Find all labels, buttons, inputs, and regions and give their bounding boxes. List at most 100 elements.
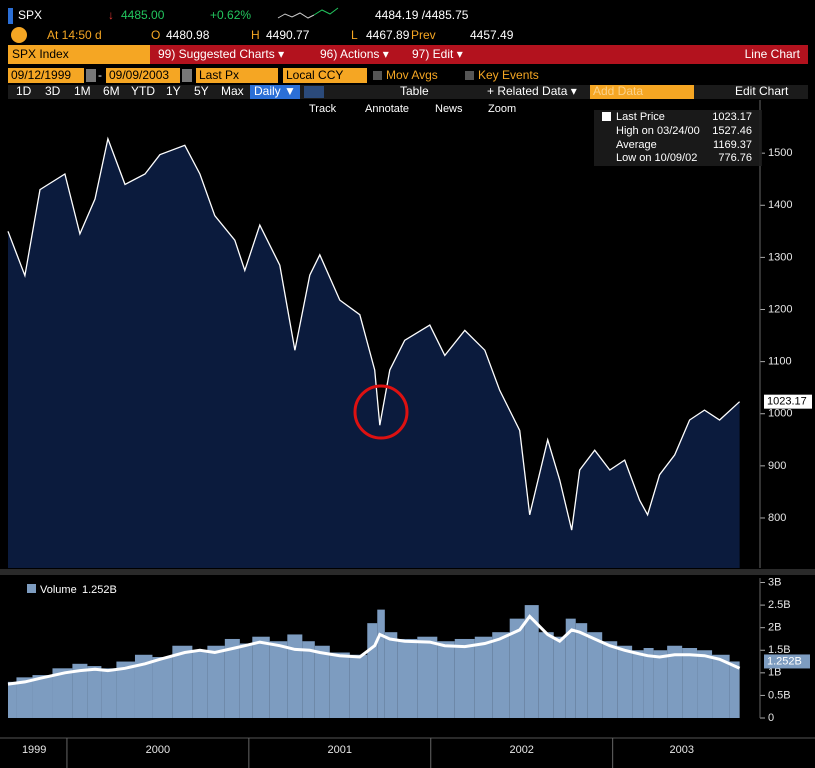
volume-swatch: [27, 584, 36, 593]
volume-bar: [667, 645, 683, 718]
legend-label: High on 03/24/00: [616, 125, 700, 137]
legend-value: 776.76: [718, 152, 752, 164]
volume-bar: [52, 668, 73, 718]
legend-swatch: [602, 112, 611, 121]
menu-item[interactable]: 97) Edit ▾: [412, 47, 463, 61]
volume-bar: [192, 650, 208, 718]
volume-average: [7, 614, 741, 686]
tool[interactable]: Zoom: [488, 103, 516, 115]
y-tick-label: 1400: [768, 199, 792, 211]
frequency[interactable]: Daily ▼: [254, 84, 296, 98]
menu-item[interactable]: 96) Actions ▾: [320, 47, 389, 61]
y-tick-label: 1100: [768, 356, 792, 368]
volume-bar: [492, 632, 510, 718]
y-tick-label: 900: [768, 460, 786, 472]
start-date[interactable]: 09/12/1999: [11, 68, 71, 82]
table-button[interactable]: Table: [400, 84, 429, 98]
y-tick-label: 1.5B: [768, 644, 791, 656]
volume-bar: [729, 661, 740, 718]
checkbox[interactable]: [373, 71, 382, 80]
volume-bar: [397, 638, 418, 718]
bid-ask: 4484.19 /4485.75: [375, 8, 469, 22]
period[interactable]: 1Y: [166, 84, 181, 98]
volume-bar: [224, 638, 240, 718]
toggle[interactable]: Mov Avgs: [386, 68, 438, 82]
toggle[interactable]: Key Events: [478, 68, 539, 82]
end-date[interactable]: 09/09/2003: [109, 68, 169, 82]
menu-item[interactable]: 99) Suggested Charts ▾: [158, 47, 284, 61]
y-tick-label: 0.5B: [768, 689, 791, 701]
volume-bar: [377, 609, 385, 718]
add-data-box[interactable]: [590, 85, 694, 99]
security[interactable]: SPX Index: [12, 47, 69, 61]
last-tag: [764, 394, 812, 409]
last-tag: [764, 654, 810, 669]
y-tick-label: 2B: [768, 622, 781, 634]
calendar-icon[interactable]: [182, 69, 192, 82]
volume-bar: [367, 623, 378, 718]
field-input[interactable]: [196, 68, 278, 83]
prev: 4457.49: [470, 28, 514, 42]
volume-bar: [384, 632, 398, 718]
volume-bar: [252, 636, 270, 718]
volume-bar: [509, 618, 525, 718]
volume-bar: [524, 605, 539, 718]
volume-bar: [32, 675, 53, 718]
panel-divider: [0, 569, 815, 575]
price-line: [7, 136, 741, 531]
frequency-box[interactable]: [250, 85, 300, 99]
security-box[interactable]: [8, 45, 150, 64]
related-data[interactable]: + Related Data ▾: [487, 84, 577, 98]
menu-bar: [8, 45, 808, 64]
volume-legend-value: 1.252B: [82, 584, 117, 596]
volume-bar: [617, 645, 633, 718]
y-tick-label: 800: [768, 512, 786, 524]
x-tick-label: 2002: [509, 744, 533, 756]
edit-chart[interactable]: Edit Chart: [735, 84, 789, 98]
volume-bar: [553, 636, 566, 718]
time: At 14:50 d: [47, 28, 102, 42]
volume-bar: [712, 654, 730, 718]
period[interactable]: 1D: [16, 84, 32, 98]
open: 4480.98: [166, 28, 210, 42]
tool[interactable]: Track: [309, 103, 337, 115]
period[interactable]: 3D: [45, 84, 61, 98]
period[interactable]: 1M: [74, 84, 91, 98]
legend-name: Last Price: [616, 111, 665, 123]
period[interactable]: YTD: [131, 84, 155, 98]
period[interactable]: 5Y: [194, 84, 209, 98]
end-input[interactable]: [106, 68, 180, 83]
add-data[interactable]: Add Data: [593, 84, 643, 98]
period[interactable]: Max: [221, 84, 244, 98]
field[interactable]: Last Px: [199, 68, 239, 82]
legend-label: Low on 10/09/02: [616, 152, 697, 164]
chart-kind: Line Chart: [745, 47, 801, 61]
prev-label: Prev: [411, 28, 436, 42]
volume-bar: [287, 634, 303, 718]
checkbox[interactable]: [465, 71, 474, 80]
y-tick-label: 1500: [768, 147, 792, 159]
y-tick-label: 2.5B: [768, 599, 791, 611]
calendar-icon[interactable]: [86, 69, 96, 82]
y-tick-label: 1200: [768, 303, 792, 315]
period[interactable]: 6M: [103, 84, 120, 98]
open-label: O: [151, 28, 160, 42]
volume-bar: [329, 652, 350, 718]
tool[interactable]: News: [435, 103, 463, 115]
x-tick-label: 2003: [670, 744, 694, 756]
y-tick-label: 0: [768, 712, 774, 724]
volume-bar: [239, 643, 253, 718]
x-tick-label: 1999: [22, 744, 46, 756]
high-label: H: [251, 28, 260, 42]
volume-bar: [269, 641, 288, 718]
line-icon[interactable]: [304, 86, 324, 98]
tool[interactable]: Annotate: [365, 103, 409, 115]
currency[interactable]: Local CCY: [286, 68, 343, 82]
currency-input[interactable]: [283, 68, 367, 83]
volume-bar: [565, 618, 576, 718]
volume-bar: [207, 645, 225, 718]
start-input[interactable]: [8, 68, 84, 83]
ticker-flag: [8, 8, 13, 24]
